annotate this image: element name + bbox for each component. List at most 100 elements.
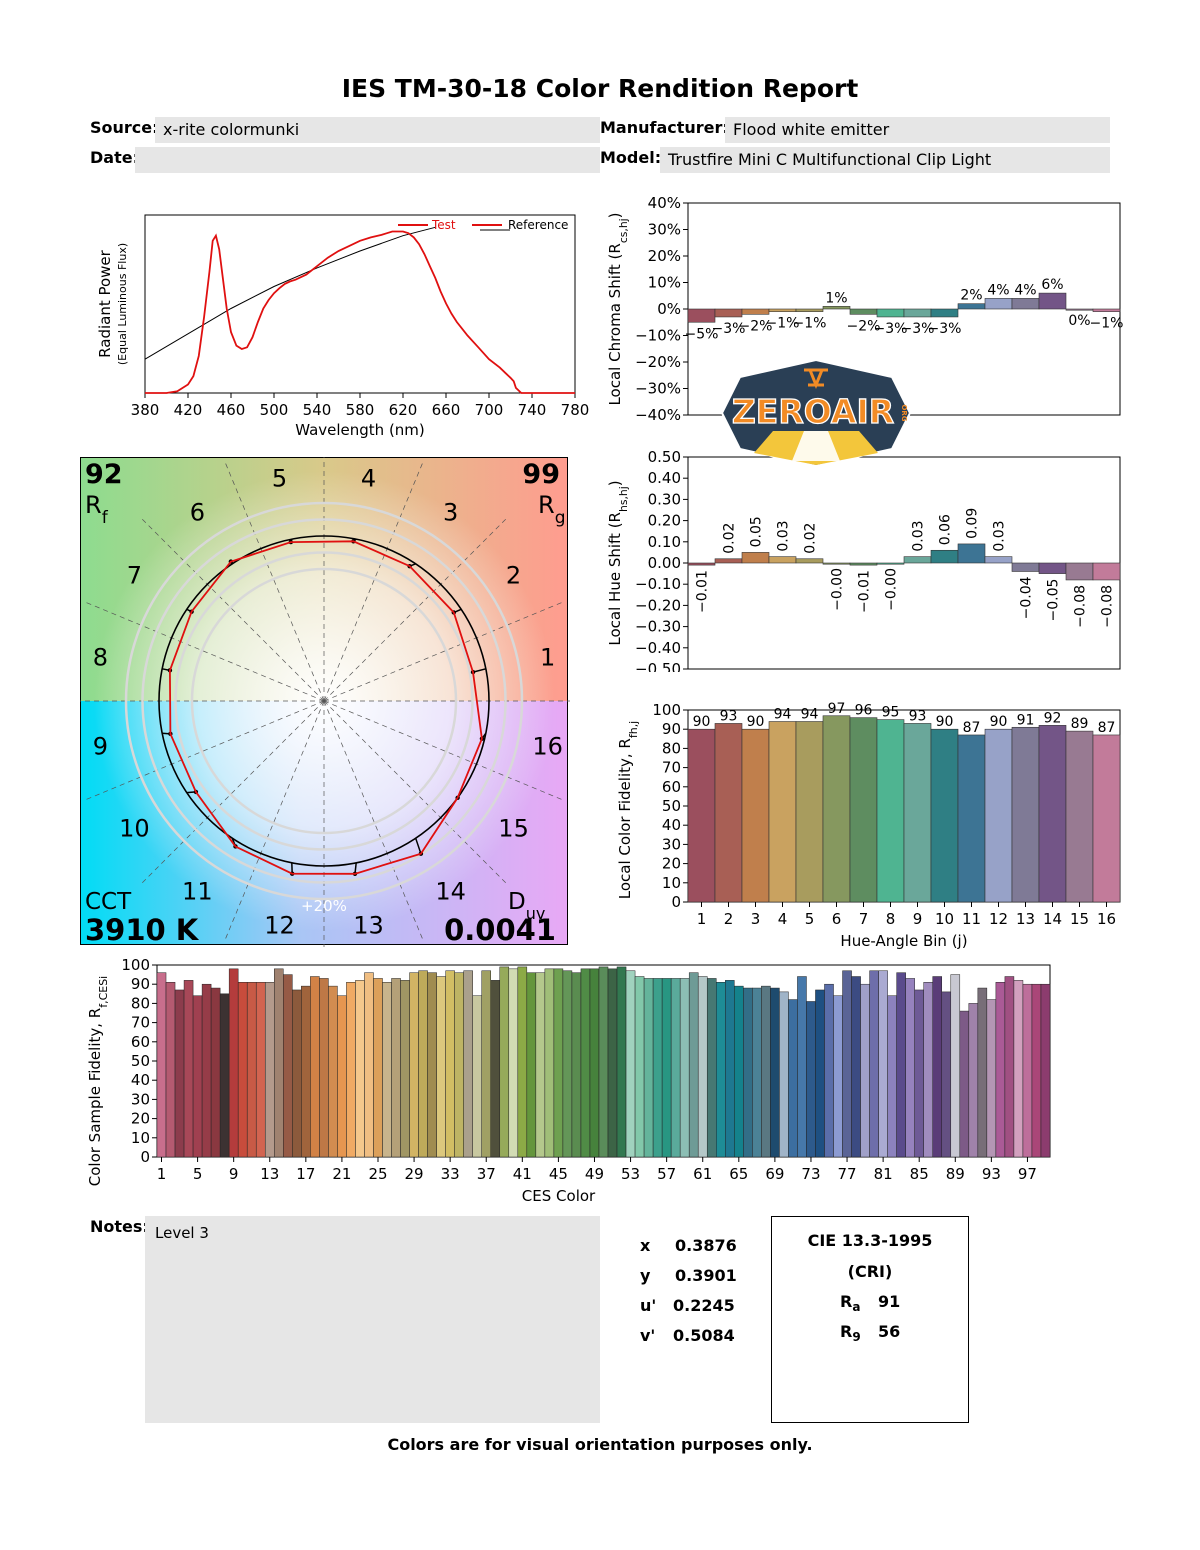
ces-xtick-label: 73: [801, 1165, 820, 1183]
hue-value-label: 0.05: [749, 516, 765, 547]
ces-xtick-label: 89: [946, 1165, 965, 1183]
ces-xtick-label: 53: [621, 1165, 640, 1183]
fid-value-label: 94: [774, 707, 792, 723]
ces-bar: [652, 978, 663, 1158]
vector-bin-label: 13: [353, 912, 384, 940]
ces-bar: [878, 970, 888, 1158]
ces-bar: [346, 982, 356, 1158]
vector-bin-divider: [83, 700, 325, 801]
ces-bar: [923, 982, 933, 1158]
fid-ytick-label: 90: [662, 720, 681, 738]
chroma-value-label: −1%: [1090, 316, 1124, 332]
ces-xtick-label: 1: [157, 1165, 167, 1183]
fid-value-label: 90: [693, 714, 711, 730]
hue-value-label: −0.05: [1046, 579, 1062, 622]
ces-bar: [481, 970, 491, 1158]
ces-bar: [255, 982, 266, 1158]
vector-ring: [124, 501, 524, 901]
fid-value-label: 90: [990, 714, 1008, 730]
vector-bin-divider: [139, 700, 325, 886]
fid-ytick-label: 60: [662, 778, 681, 796]
notes-field[interactable]: Level 3: [145, 1216, 600, 1423]
chroma-shift-chart: 40%30%20%10%0%−10%−20%−30%−40%−5%−3%−2%−…: [606, 195, 1124, 424]
hue-bar: [984, 556, 1013, 564]
vector-ring: [141, 518, 507, 884]
ces-bar: [237, 982, 248, 1158]
fid-value-label: 87: [1098, 720, 1116, 736]
ces-xtick-label: 81: [874, 1165, 893, 1183]
spd-legend-test: Test: [431, 218, 456, 232]
chroma-bar: [957, 303, 986, 310]
ces-ytick-label: 30: [131, 1090, 150, 1108]
duv-label: Duv: [508, 889, 545, 923]
vector-bin-label: 9: [93, 732, 108, 760]
chroma-bar: [930, 308, 959, 318]
ces-bar: [887, 995, 897, 1158]
x-value: 0.3876: [675, 1236, 737, 1255]
vector-bin-divider: [323, 700, 509, 886]
chroma-ytick-label: 40%: [648, 195, 681, 212]
ces-ytick-label: 50: [131, 1052, 150, 1070]
hue-ytick-label: 0.20: [648, 512, 681, 530]
ces-bar: [427, 972, 437, 1158]
ces-bar: [670, 978, 681, 1158]
fid-value-label: 90: [936, 714, 954, 730]
rf-label: Rf: [85, 491, 109, 528]
notes-label: Notes:: [90, 1217, 149, 1236]
chroma-value-label: −3%: [928, 321, 962, 337]
spd-ylabel-sub: (Equal Luminous Flux): [116, 243, 129, 365]
ces-bar: [661, 978, 672, 1158]
hue-value-label: 0.02: [803, 523, 819, 554]
y-label: y: [640, 1266, 651, 1285]
vector-bin-divider: [139, 516, 325, 702]
chroma-bar: [1092, 308, 1121, 312]
hue-ytick-label: 0.30: [648, 490, 681, 508]
ces-bar: [734, 985, 744, 1158]
ces-bar: [165, 982, 176, 1158]
ces-bar: [1022, 983, 1033, 1158]
hue-ytick-label: −0.30: [635, 618, 681, 636]
hue-bar: [903, 556, 932, 564]
ces-bar: [508, 968, 519, 1158]
manufacturer-field[interactable]: Flood white emitter: [725, 117, 1110, 143]
source-label: Source:: [90, 118, 159, 137]
hue-value-label: −0.08: [1100, 585, 1116, 628]
ces-xtick-label: 25: [368, 1165, 387, 1183]
duv-value: 0.0041: [444, 913, 556, 947]
ra-label: Ra: [840, 1292, 861, 1315]
ces-bar: [571, 972, 582, 1158]
ces-bar: [400, 980, 410, 1158]
ces-bar: [905, 978, 915, 1158]
ces-bar: [968, 1003, 979, 1158]
ces-bar: [183, 980, 194, 1158]
fid-xtick-label: 3: [751, 910, 761, 928]
ces-bar: [328, 985, 338, 1158]
ces-bar: [770, 987, 780, 1158]
chroma-bar: [984, 298, 1013, 310]
fid-value-label: 89: [1071, 716, 1089, 732]
source-field[interactable]: x-rite colormunki: [155, 117, 600, 143]
ces-bar: [210, 987, 221, 1158]
fid-bar: [984, 728, 1013, 903]
fid-xtick-label: 5: [805, 910, 815, 928]
model-field[interactable]: Trustfire Mini C Multifunctional Clip Li…: [660, 147, 1110, 173]
ces-bar: [301, 985, 311, 1158]
fid-ytick-label: 50: [662, 797, 681, 815]
fid-bar: [1092, 734, 1121, 903]
vector-bin-label: 12: [264, 912, 295, 940]
date-field[interactable]: [135, 147, 600, 173]
ces-bar: [319, 978, 329, 1158]
spd-chart: 380 420 460 500 540 580 620 660 700 740 780 Wavelen…: [96, 214, 589, 439]
fid-value-label: 90: [747, 714, 765, 730]
ces-bar: [995, 982, 1006, 1158]
chroma-bar: [1038, 292, 1067, 310]
ces-xtick-label: 17: [296, 1165, 315, 1183]
vector-bin-label: 11: [182, 878, 213, 906]
fid-ytick-label: 0: [671, 893, 681, 911]
chroma-bar: [768, 308, 797, 312]
hue-value-label: −0.01: [857, 570, 873, 613]
ces-bar: [364, 972, 374, 1158]
fid-value-label: 91: [1017, 712, 1035, 728]
fid-ytick-label: 20: [662, 855, 681, 873]
